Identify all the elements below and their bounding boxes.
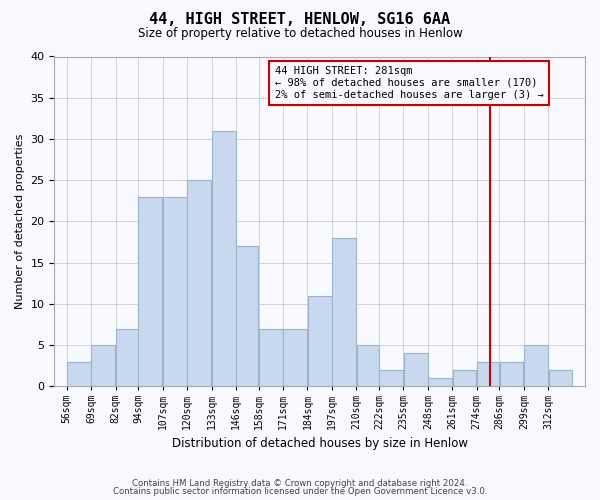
Bar xyxy=(116,328,138,386)
Text: 44, HIGH STREET, HENLOW, SG16 6AA: 44, HIGH STREET, HENLOW, SG16 6AA xyxy=(149,12,451,26)
Bar xyxy=(428,378,452,386)
Bar xyxy=(67,362,91,386)
Bar xyxy=(259,328,283,386)
Bar xyxy=(91,345,115,387)
Text: 44 HIGH STREET: 281sqm
← 98% of detached houses are smaller (170)
2% of semi-det: 44 HIGH STREET: 281sqm ← 98% of detached… xyxy=(275,66,544,100)
Bar xyxy=(453,370,476,386)
Bar xyxy=(477,362,499,386)
Bar xyxy=(332,238,356,386)
Bar xyxy=(283,328,307,386)
Text: Contains HM Land Registry data © Crown copyright and database right 2024.: Contains HM Land Registry data © Crown c… xyxy=(132,478,468,488)
Bar xyxy=(500,362,523,386)
Bar xyxy=(187,180,211,386)
X-axis label: Distribution of detached houses by size in Henlow: Distribution of detached houses by size … xyxy=(172,437,468,450)
Bar xyxy=(308,296,332,386)
Text: Size of property relative to detached houses in Henlow: Size of property relative to detached ho… xyxy=(137,28,463,40)
Bar xyxy=(236,246,258,386)
Bar xyxy=(357,345,379,387)
Text: Contains public sector information licensed under the Open Government Licence v3: Contains public sector information licen… xyxy=(113,487,487,496)
Bar xyxy=(524,345,548,387)
Bar xyxy=(163,196,187,386)
Bar xyxy=(548,370,572,386)
Y-axis label: Number of detached properties: Number of detached properties xyxy=(15,134,25,309)
Bar xyxy=(212,130,236,386)
Bar xyxy=(139,196,162,386)
Bar xyxy=(404,354,428,386)
Bar xyxy=(379,370,403,386)
